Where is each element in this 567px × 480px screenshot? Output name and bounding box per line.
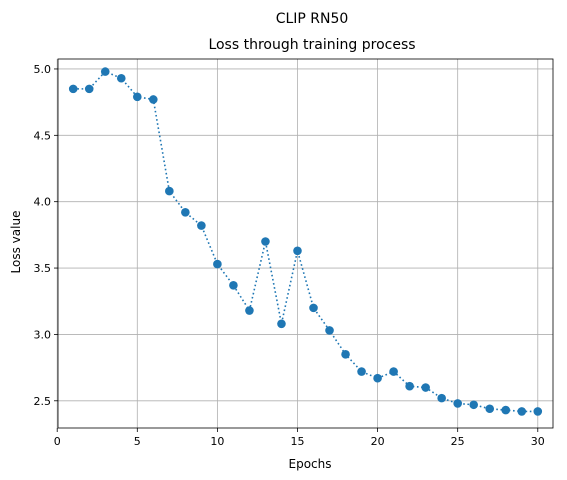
y-tick-label: 3.0 bbox=[34, 328, 52, 341]
data-point bbox=[437, 393, 446, 403]
data-point bbox=[309, 303, 318, 313]
data-point bbox=[325, 326, 334, 335]
data-point bbox=[277, 319, 286, 329]
x-tick-label: 0 bbox=[54, 435, 61, 448]
data-point bbox=[485, 404, 495, 414]
data-point bbox=[197, 221, 206, 230]
y-tick-label: 2.5 bbox=[34, 395, 52, 408]
x-tick-label: 15 bbox=[290, 435, 304, 448]
x-tick-label: 25 bbox=[451, 435, 465, 448]
x-axis: 0 5 10 15 20 25 30 bbox=[54, 428, 545, 448]
data-point bbox=[373, 373, 382, 383]
axes-frame bbox=[57, 58, 554, 429]
data-point bbox=[341, 350, 350, 359]
series-points-group bbox=[68, 67, 543, 416]
data-point bbox=[229, 281, 238, 290]
data-point bbox=[389, 367, 398, 376]
series-line bbox=[73, 70, 538, 413]
data-point bbox=[293, 246, 302, 256]
data-point bbox=[149, 95, 158, 104]
series-line-group bbox=[73, 70, 538, 413]
data-point bbox=[469, 400, 479, 410]
chart-title: Loss through training process bbox=[208, 37, 415, 53]
y-tick-label: 3.5 bbox=[34, 262, 52, 275]
grid bbox=[56, 59, 553, 428]
data-point bbox=[68, 84, 78, 94]
data-point bbox=[453, 399, 462, 408]
x-axis-label: Epochs bbox=[289, 457, 332, 471]
data-point bbox=[165, 186, 174, 196]
data-point bbox=[261, 237, 270, 246]
x-tick-label: 30 bbox=[531, 435, 545, 448]
data-point bbox=[132, 92, 142, 102]
data-point bbox=[84, 84, 94, 94]
data-point bbox=[357, 367, 366, 376]
x-tick-label: 20 bbox=[371, 435, 385, 448]
x-tick-label: 5 bbox=[134, 435, 141, 448]
y-axis-label: Loss value bbox=[9, 211, 23, 274]
y-axis: 2.5 3.0 3.5 4.0 4.5 5.0 bbox=[34, 63, 58, 408]
y-tick-label: 4.5 bbox=[34, 129, 52, 142]
y-tick-label: 5.0 bbox=[34, 63, 52, 76]
data-point bbox=[421, 383, 430, 392]
data-point bbox=[405, 381, 414, 391]
data-point bbox=[116, 73, 126, 83]
data-point bbox=[517, 407, 527, 416]
data-point bbox=[245, 306, 254, 315]
chart-suptitle: CLIP RN50 bbox=[276, 11, 349, 27]
data-point bbox=[100, 67, 110, 76]
data-point bbox=[501, 405, 511, 415]
data-point bbox=[181, 208, 190, 217]
data-point bbox=[533, 407, 543, 416]
x-tick-label: 10 bbox=[210, 435, 224, 448]
y-tick-label: 4.0 bbox=[34, 196, 52, 209]
data-point bbox=[213, 259, 222, 269]
